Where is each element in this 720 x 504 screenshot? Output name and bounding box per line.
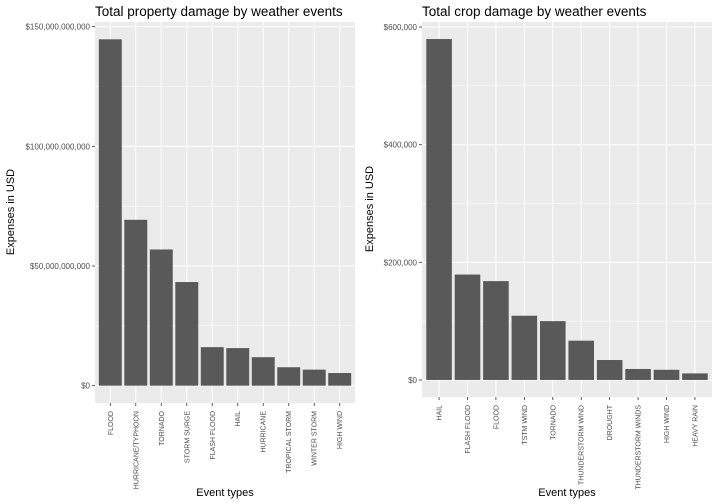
x-tick-label: TROPICAL STORM bbox=[286, 411, 293, 473]
y-tick-label: $600,000 bbox=[384, 23, 418, 32]
chart-title: Total property damage by weather events bbox=[95, 4, 343, 19]
bar bbox=[682, 373, 708, 380]
y-tick-label: $0 bbox=[81, 382, 90, 391]
x-tick-label: THUNDERSTORM WINDS bbox=[636, 405, 643, 490]
x-tick-label: FLOOD bbox=[493, 405, 500, 429]
y-tick-label: $0 bbox=[408, 376, 417, 385]
bar bbox=[302, 369, 326, 386]
chart-title: Total crop damage by weather events bbox=[422, 4, 647, 19]
x-tick-label: FLASH FLOOD bbox=[210, 411, 217, 460]
plot-layer: $0 $200,000 $400,000 $600,000 HAIL FLASH FLOO… bbox=[384, 22, 712, 490]
bar bbox=[568, 340, 595, 380]
x-tick-label: TSTM WIND bbox=[522, 405, 529, 445]
bar bbox=[175, 282, 199, 386]
bar bbox=[226, 348, 250, 386]
bar bbox=[483, 281, 509, 380]
x-tick-label: FLASH FLOOD bbox=[465, 405, 472, 454]
bar bbox=[149, 249, 173, 386]
bar bbox=[625, 368, 651, 380]
x-tick-label: HIGH WIND bbox=[337, 411, 344, 449]
x-tick-label: STORM SURGE bbox=[184, 411, 191, 463]
x-tick-label: WINTER STORM bbox=[312, 411, 319, 466]
y-tick-label: $100,000,000,000 bbox=[25, 142, 90, 151]
x-tick-label: TORNADO bbox=[550, 404, 557, 439]
x-tick-label: THUNDERSTORM WIND bbox=[579, 405, 586, 485]
bar bbox=[596, 360, 623, 380]
bar bbox=[124, 219, 148, 386]
y-tick-label: $400,000 bbox=[384, 141, 418, 150]
y-tick-label: $200,000 bbox=[384, 258, 418, 267]
x-axis-title: Event types bbox=[538, 487, 596, 499]
y-tick-label: $150,000,000,000 bbox=[25, 23, 90, 32]
x-tick-label: FLOOD bbox=[108, 411, 115, 435]
bar bbox=[200, 347, 224, 386]
bar bbox=[454, 274, 481, 380]
bar bbox=[328, 372, 352, 386]
bar bbox=[98, 39, 122, 386]
x-tick-label: HEAVY RAIN bbox=[692, 405, 699, 447]
crop-damage-chart: Total crop damage by weather events $0 $2… bbox=[364, 4, 712, 499]
y-axis-title: Expenses in USD bbox=[364, 166, 376, 252]
bar bbox=[539, 321, 566, 380]
x-tick-label: TORNADO bbox=[159, 410, 166, 445]
bar bbox=[653, 369, 680, 380]
x-axis-title: Event types bbox=[196, 487, 254, 499]
bar bbox=[277, 367, 301, 386]
bar bbox=[251, 357, 275, 386]
x-tick-label: HURRICANE bbox=[261, 411, 268, 453]
property-damage-chart: Total property damage by weather events … bbox=[5, 4, 355, 499]
x-tick-label: HAIL bbox=[235, 411, 242, 427]
y-tick-label: $50,000,000,000 bbox=[30, 262, 91, 271]
plot-layer: $0 $50,000,000,000 $100,000,000,000 $150,00… bbox=[25, 22, 355, 489]
x-tick-label: HAIL bbox=[437, 405, 444, 421]
x-tick-label: DROUGHT bbox=[607, 404, 614, 440]
x-tick-label: HIGH WIND bbox=[664, 405, 671, 443]
bar bbox=[426, 39, 452, 380]
y-axis-title: Expenses in USD bbox=[5, 169, 17, 255]
bar bbox=[511, 315, 538, 380]
x-tick-label: HURRICANE/TYPHOON bbox=[133, 411, 140, 489]
